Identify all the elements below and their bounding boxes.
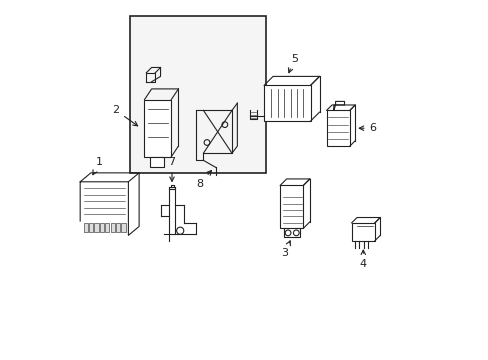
Bar: [94, 223, 99, 232]
Bar: [89, 223, 93, 232]
Text: 4: 4: [359, 250, 366, 269]
Text: 6: 6: [359, 123, 376, 133]
Bar: [105, 223, 109, 232]
Text: 2: 2: [112, 105, 137, 126]
Bar: [280, 185, 303, 228]
Text: 7: 7: [168, 157, 175, 181]
Bar: [144, 100, 171, 157]
Text: 5: 5: [288, 54, 297, 73]
Bar: [110, 223, 115, 232]
Bar: [83, 223, 88, 232]
Bar: [100, 223, 104, 232]
Bar: [121, 223, 125, 232]
Text: 1: 1: [93, 157, 103, 175]
Bar: [351, 223, 374, 241]
Text: 8: 8: [196, 171, 211, 189]
Bar: [116, 223, 120, 232]
Bar: [264, 85, 310, 121]
Bar: [326, 111, 349, 146]
Text: 3: 3: [281, 241, 290, 258]
Bar: [149, 157, 164, 167]
Bar: [130, 16, 265, 173]
